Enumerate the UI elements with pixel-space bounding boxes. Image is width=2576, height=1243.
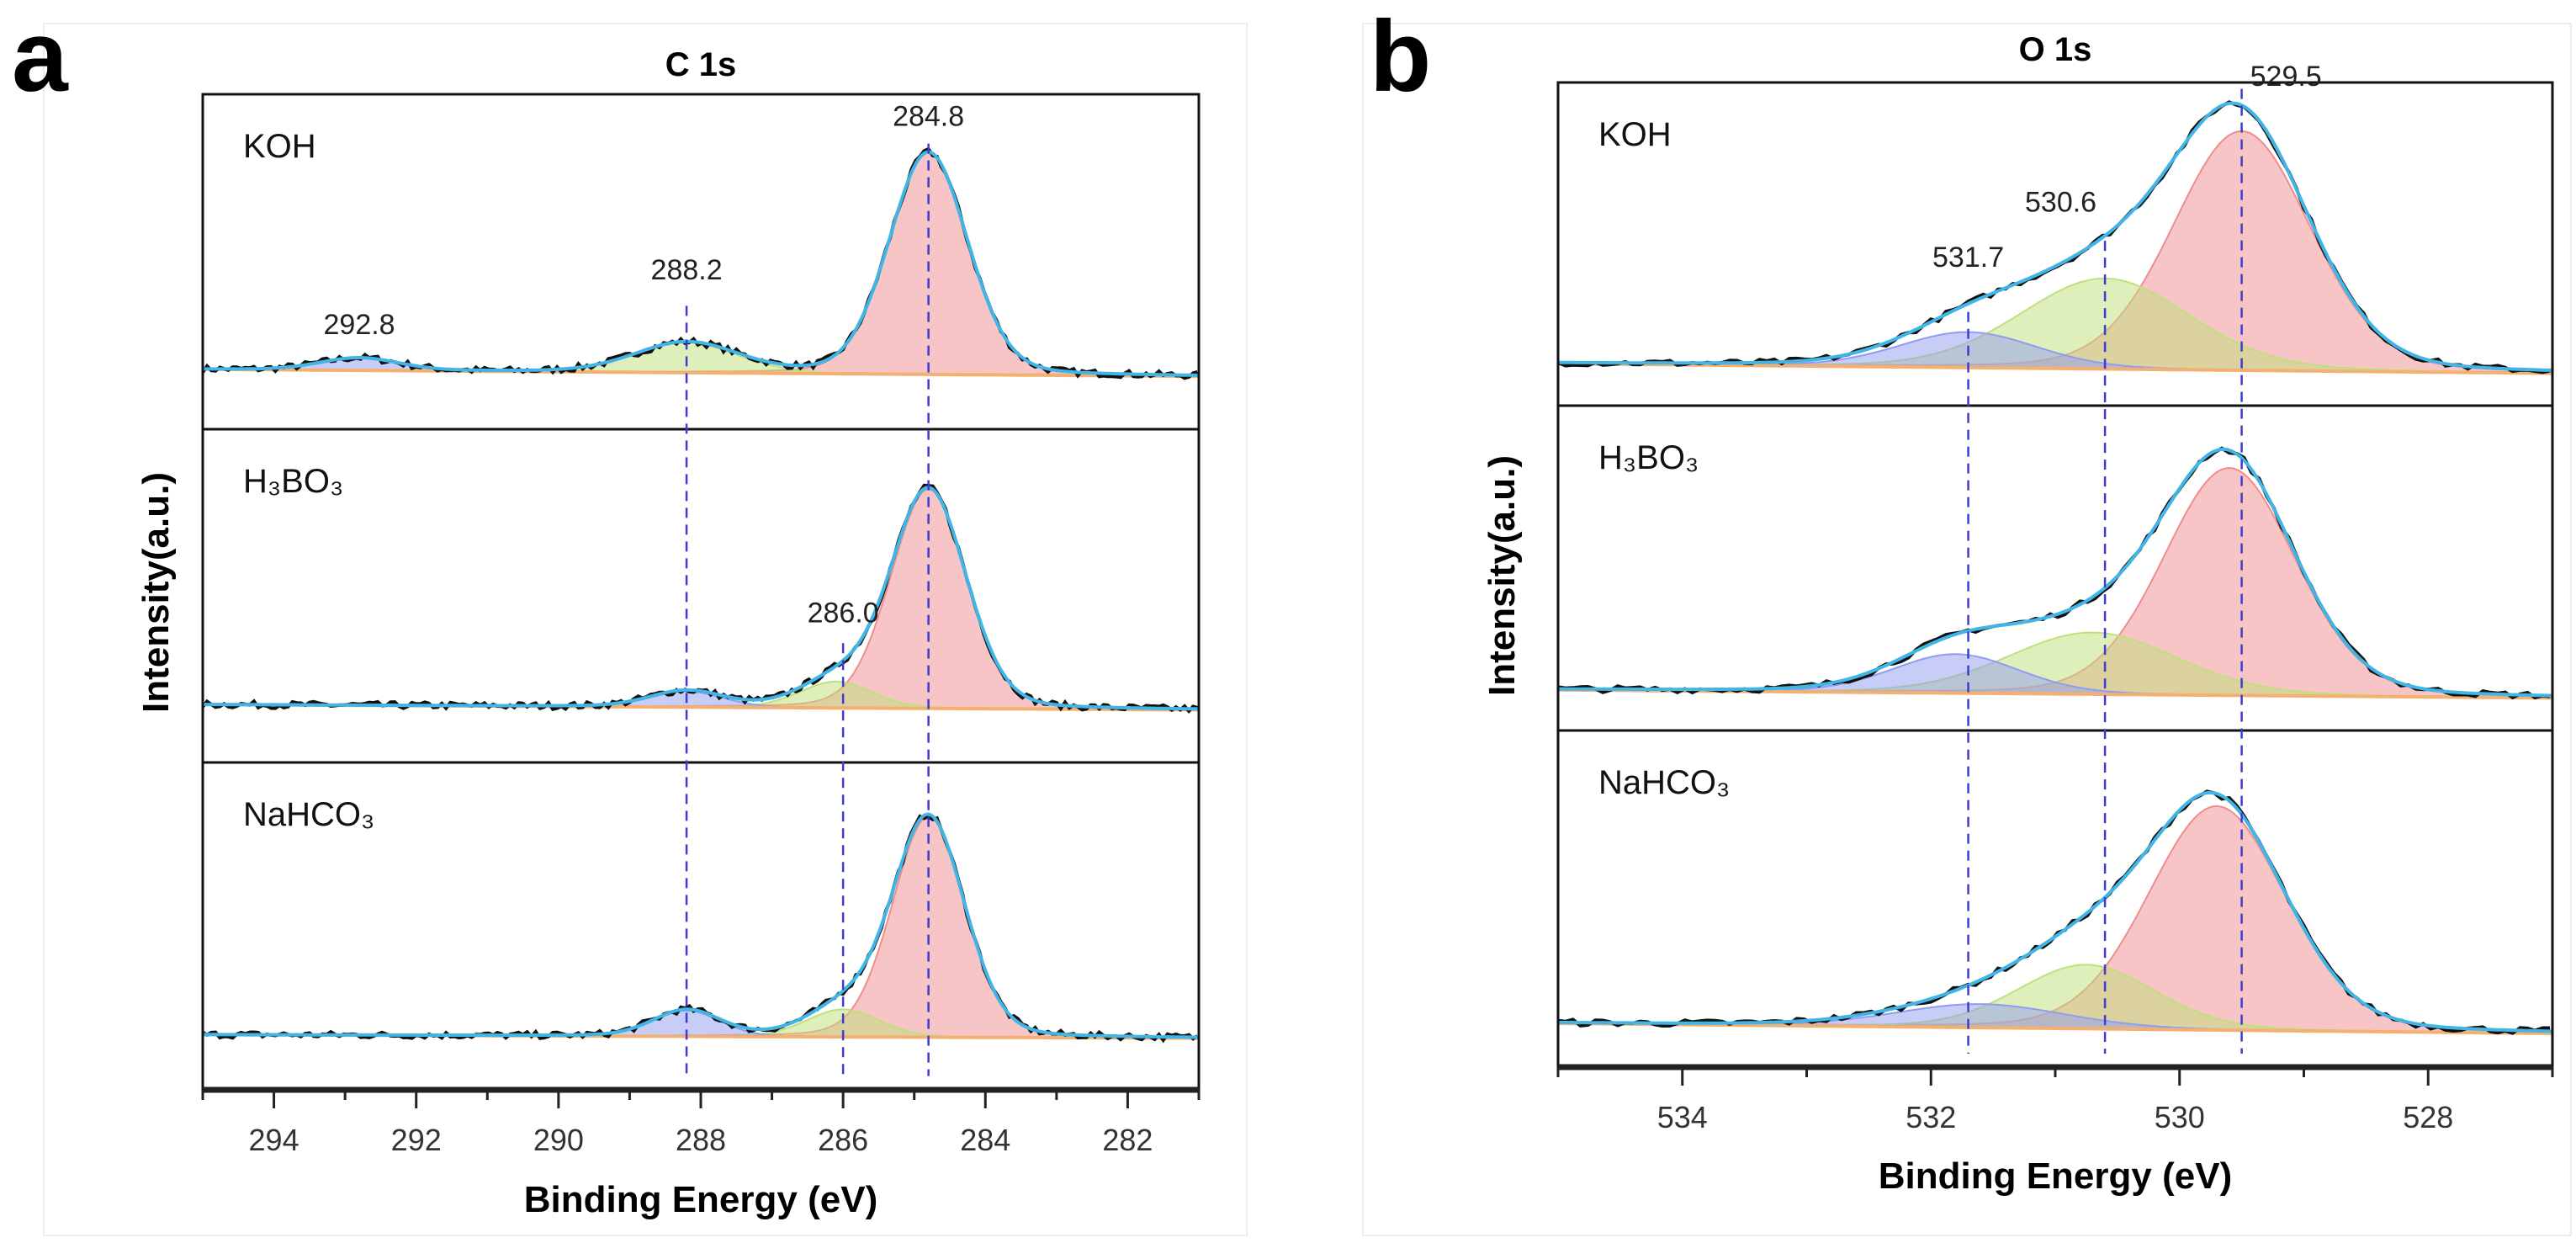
x-tick-label: 294 (249, 1123, 299, 1157)
raw-data-line (201, 483, 1198, 714)
fit-envelope-line (1558, 447, 2553, 698)
background-line (1558, 1022, 2552, 1035)
panel-a: KOH H₃BO₃ NaHCO₃ 284.8 288.2 292.8 286.0 294 292… (201, 93, 1201, 1157)
peak-label: 284.8 (893, 101, 964, 133)
x-tick-label: 532 (1905, 1100, 1956, 1134)
sample-label: H₃BO₃ (243, 463, 343, 500)
raw-data-line (202, 814, 1199, 1044)
x-tick-label: 288 (676, 1123, 726, 1157)
peak-label: 288.2 (651, 254, 723, 286)
panel-a-ylabel: Intensity(a.u.) (135, 472, 177, 713)
component-peak-284.8 (202, 488, 1200, 711)
x-tick-label: 286 (818, 1123, 868, 1157)
background-line (1558, 362, 2552, 375)
peak-label: 292.8 (324, 309, 395, 341)
stack-1: H₃BO₃ (1556, 404, 2554, 732)
stack-0: KOH (1556, 81, 2554, 407)
sample-label: NaHCO₃ (243, 796, 374, 833)
x-tick-label: 528 (2403, 1100, 2453, 1134)
panel-a-title: C 1s (665, 46, 737, 83)
peak-label: 286.0 (808, 597, 879, 629)
sample-label: H₃BO₃ (1598, 439, 1699, 476)
panel-b-title: O 1s (2019, 31, 2092, 68)
panel-b: KOH H₃BO₃ NaHCO₃ 529.5 530.6 531.7 534 532 530 52… (1556, 61, 2554, 1134)
x-tick-label: 292 (391, 1123, 442, 1157)
sample-label: NaHCO₃ (1598, 764, 1730, 801)
fit-envelope-line (1558, 790, 2553, 1033)
fit-envelope-line (203, 486, 1200, 711)
peak-label: 530.6 (2025, 187, 2096, 219)
x-tick-label: 534 (1657, 1100, 1708, 1134)
component-peak-284.8 (202, 815, 1200, 1039)
panel-b-letter: b (1370, 0, 1431, 113)
sample-label: KOH (243, 128, 316, 165)
x-tick-label: 530 (2155, 1100, 2205, 1134)
fit-envelope-line (203, 150, 1200, 377)
stack-1: H₃BO₃ (201, 428, 1201, 764)
stack-0: KOH (201, 93, 1201, 431)
panel-b-border (1362, 23, 2572, 1236)
panel-a-letter: a (12, 0, 69, 113)
peak-label: 531.7 (1932, 242, 2004, 274)
sample-label: KOH (1598, 116, 1672, 153)
panel-a-xlabel: Binding Energy (eV) (524, 1179, 877, 1220)
peak-label: 529.5 (2250, 61, 2322, 93)
fit-envelope-line (203, 812, 1199, 1039)
background-line (203, 367, 1200, 379)
panel-a-border (43, 23, 1248, 1236)
stack-2: NaHCO₃ (201, 761, 1201, 1092)
fit-envelope-line (1557, 101, 2553, 372)
panel-b-xlabel: Binding Energy (eV) (1879, 1155, 2232, 1197)
panel-b-ylabel: Intensity(a.u.) (1481, 455, 1523, 696)
x-tick-label: 290 (533, 1123, 584, 1157)
stack-2: NaHCO₃ (1556, 729, 2554, 1069)
x-tick-label: 284 (960, 1123, 1010, 1157)
subplot-frame (201, 428, 1201, 764)
x-tick-label: 282 (1102, 1123, 1153, 1157)
